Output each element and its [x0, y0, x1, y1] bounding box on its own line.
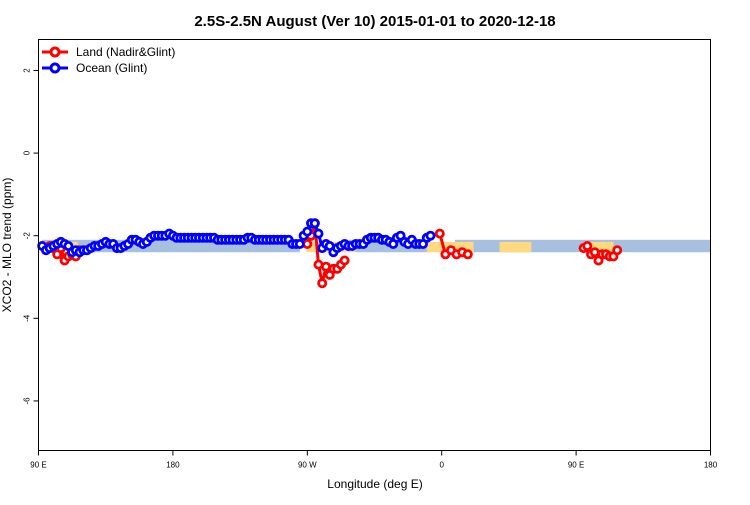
- y-tick-label: -6: [23, 397, 32, 405]
- x-tick-label: 90 E: [30, 461, 46, 470]
- y-axis: 2 0 -2 -4 -6: [23, 68, 39, 405]
- land-data-point: [339, 255, 350, 266]
- legend: Land (Nadir&Glint) Ocean (Glint): [42, 45, 175, 75]
- x-tick-label: 90 E: [568, 461, 584, 470]
- ocean-data-point: [309, 218, 320, 229]
- chart-title: 2.5S-2.5N August (Ver 10) 2015-01-01 to …: [194, 13, 555, 30]
- x-tick-label: 180: [704, 461, 718, 470]
- ocean-data-point: [302, 226, 313, 237]
- x-axis: 90 E 180 90 W 0 90 E 180: [30, 450, 718, 470]
- plot-frame: [38, 39, 711, 451]
- legend-land-marker: [49, 46, 61, 58]
- x-axis-label: Longitude (deg E): [327, 477, 422, 491]
- ocean-data-point: [294, 238, 305, 249]
- y-tick-label: -4: [23, 314, 32, 322]
- legend-land-label: Land (Nadir&Glint): [76, 45, 175, 59]
- land-data-point: [582, 240, 593, 251]
- series-points: [37, 218, 623, 289]
- ocean-data-point: [313, 228, 324, 239]
- y-tick-label: -2: [23, 232, 32, 240]
- land-data-point: [462, 249, 473, 260]
- x-tick-label: 0: [439, 461, 444, 470]
- x-tick-label: 180: [166, 461, 180, 470]
- x-tick-label: 90 W: [298, 461, 317, 470]
- legend-ocean-marker: [49, 62, 61, 74]
- y-tick-label: 0: [23, 150, 32, 155]
- y-axis-label: XCO2 - MLO trend (ppm): [0, 178, 14, 313]
- land-data-point: [434, 228, 445, 239]
- land-band: [499, 241, 532, 253]
- legend-ocean-label: Ocean (Glint): [76, 61, 147, 75]
- ocean-data-point: [425, 230, 436, 241]
- land-data-point: [612, 245, 623, 256]
- land-data-point: [317, 278, 328, 289]
- land-band: [589, 241, 614, 253]
- y-tick-label: 2: [23, 68, 32, 73]
